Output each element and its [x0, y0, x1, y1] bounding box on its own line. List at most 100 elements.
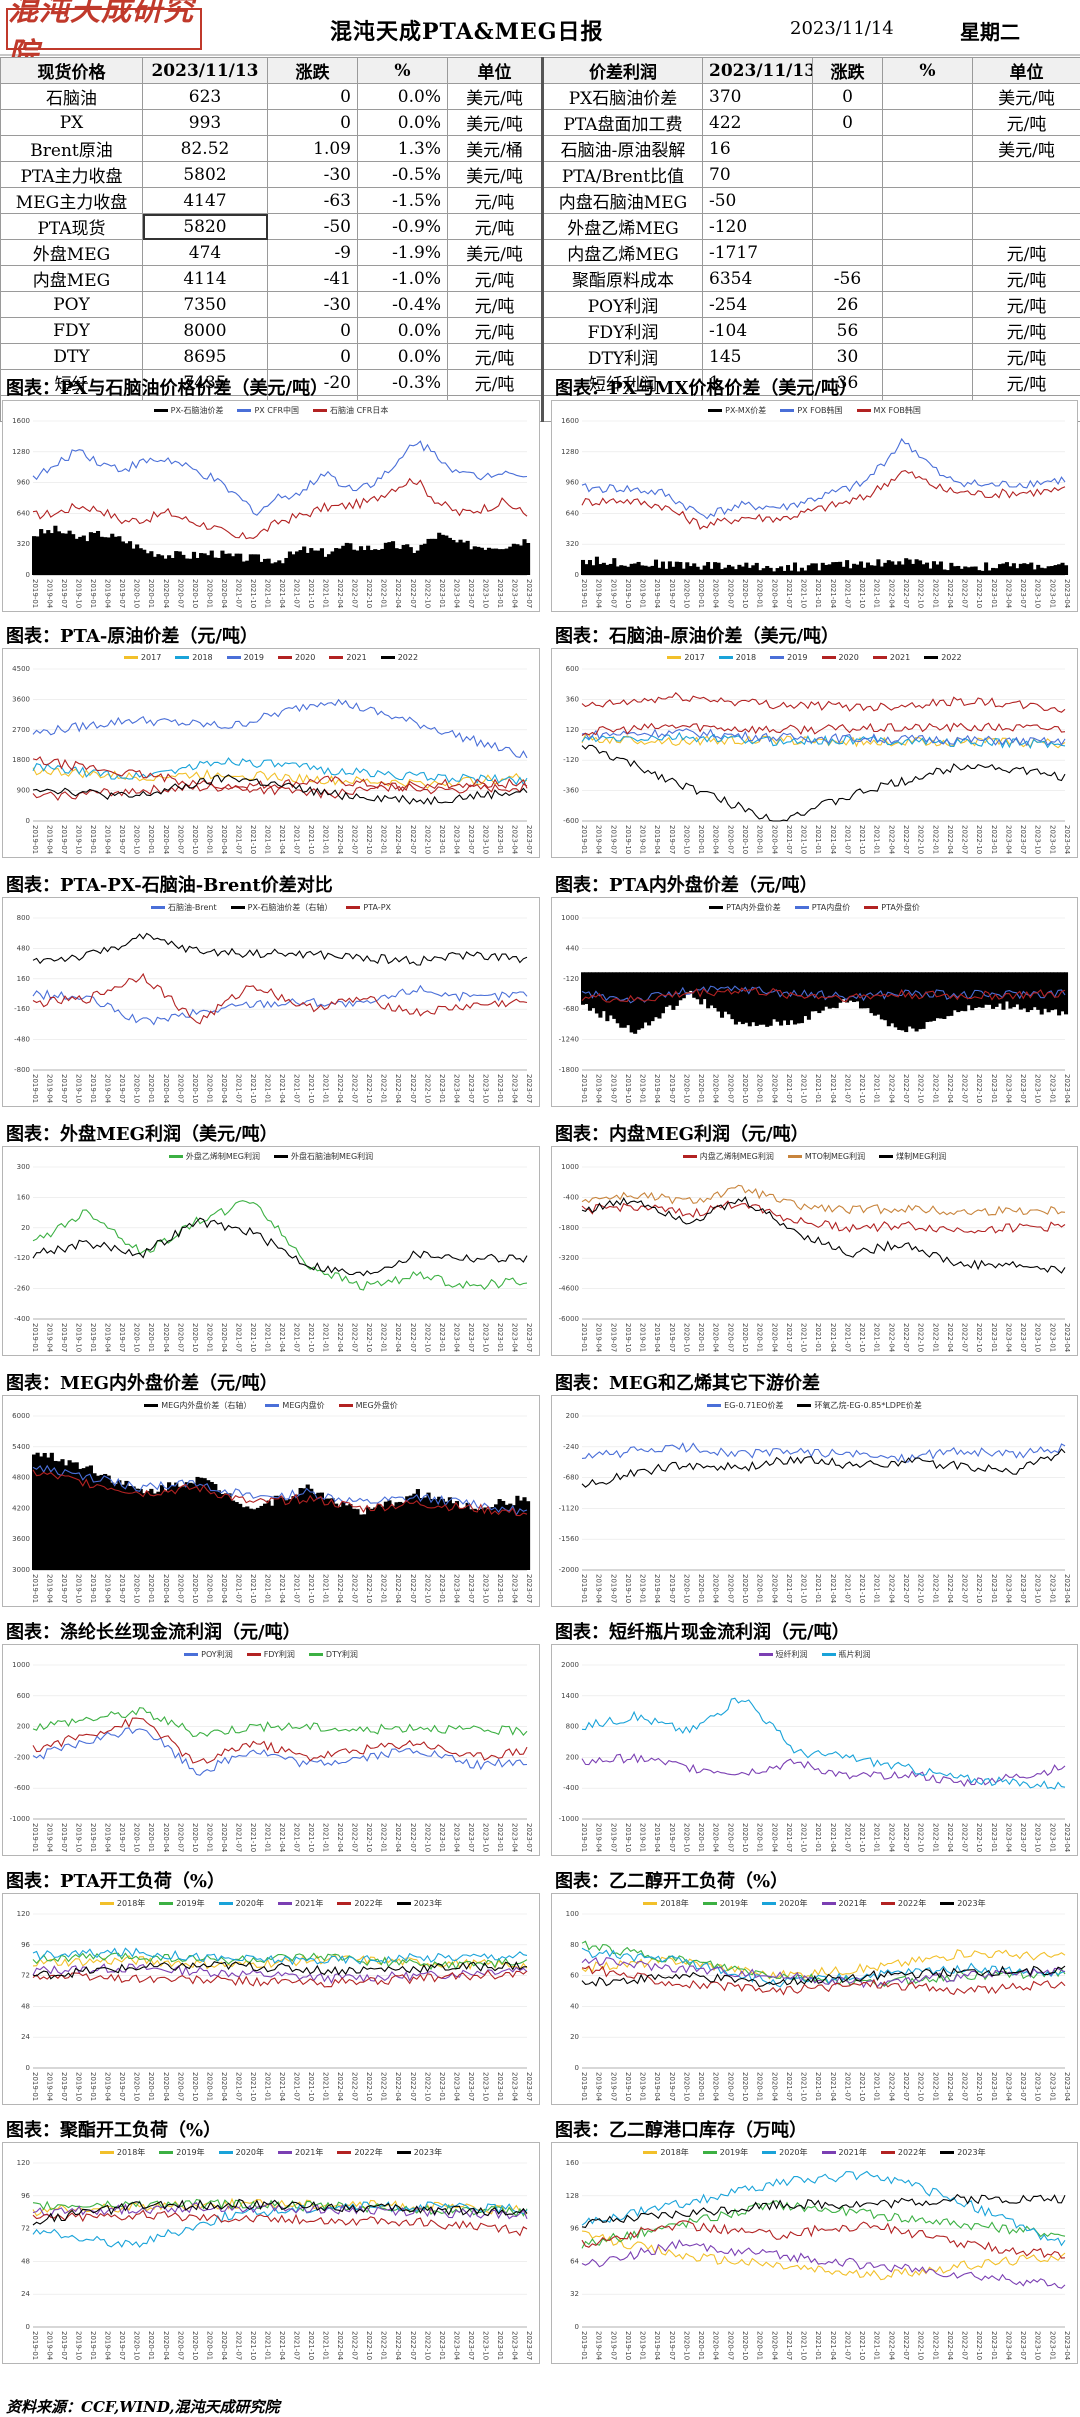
x-tick-label: 2022-04 — [887, 1823, 895, 1853]
x-tick-label: 2023-01 — [1048, 1323, 1056, 1352]
bar-mark — [99, 536, 104, 575]
x-tick-label: 2020-04 — [770, 1323, 778, 1353]
bar-mark — [584, 972, 589, 1005]
report-date: 2023/11/14 — [790, 18, 894, 39]
bar-mark — [85, 541, 90, 575]
x-tick-label: 2020-01 — [756, 1823, 764, 1852]
table-cell: 美元/吨 — [447, 239, 543, 266]
bar-mark — [437, 1496, 442, 1570]
chart-panel: 石脑油-Brent PX-石脑油价差（右轴） PTA-PX -800 -480 -160 1… — [2, 897, 540, 1107]
x-tick-label: 2023-07 — [1019, 1823, 1027, 1852]
table-cell: -104 — [702, 317, 813, 344]
legend-swatch — [702, 1902, 717, 1905]
x-tick-label: 2023-07 — [525, 1323, 533, 1352]
header-cell: 单位 — [447, 57, 543, 84]
bar-mark — [60, 533, 65, 575]
bar-mark — [692, 972, 697, 998]
bar-mark — [422, 543, 428, 575]
x-tick-label: 2020-10 — [133, 1574, 141, 1603]
x-tick-label: 2021-10 — [800, 1323, 808, 1352]
y-tick-label: 0 — [26, 2323, 30, 2331]
legend-label: 2018 — [735, 653, 757, 662]
x-tick-label: 2020-01 — [756, 825, 764, 854]
bar-mark — [110, 533, 115, 575]
x-tick-label: 2021-01 — [814, 2072, 822, 2101]
bar-mark — [758, 972, 763, 1025]
bar-mark — [845, 560, 850, 575]
bar-mark — [305, 552, 310, 575]
table-cell: 8695 — [142, 343, 268, 370]
legend-item: PTA内盘价 — [794, 902, 851, 913]
bar-mark — [671, 566, 676, 575]
bar-mark — [897, 561, 902, 575]
bar-mark — [1060, 562, 1065, 575]
table-cell: 美元/吨 — [972, 135, 1080, 162]
table-cell: -0.5% — [357, 161, 448, 188]
legend-label: 外盘石脑油制MEG利润 — [291, 1152, 374, 1161]
bar-mark — [803, 972, 808, 1017]
legend-label: PTA-PX — [363, 903, 391, 912]
bar-mark — [660, 972, 665, 1014]
x-tick-label: 2020-10 — [191, 2331, 199, 2360]
bar-mark — [942, 569, 947, 575]
x-tick-label: 2022-10 — [423, 2072, 431, 2101]
bar-mark — [127, 1486, 133, 1570]
bar-mark — [412, 1493, 417, 1570]
series-line — [581, 1442, 1066, 1464]
table-cell: PTA/Brent比值 — [541, 161, 703, 188]
x-tick-label: 2023-04 — [1063, 579, 1071, 609]
table-cell: 422 — [702, 109, 813, 136]
x-tick-label: 2023-10 — [481, 1323, 489, 1352]
x-tick-label: 2021-07 — [293, 579, 301, 608]
x-tick-label: 2020-04 — [162, 825, 170, 855]
x-tick-label: 2021-10 — [249, 1574, 257, 1603]
x-tick-label: 2023-10 — [1034, 1323, 1042, 1352]
bar-mark — [231, 556, 236, 575]
legend-item: MEG内外盘价差（右轴） — [144, 1400, 251, 1411]
x-tick-label: 2023-04 — [1063, 1074, 1071, 1104]
x-tick-label: 2020-04 — [162, 579, 170, 609]
x-tick-label: 2022-04 — [946, 2072, 954, 2102]
bar-mark — [605, 564, 610, 575]
table-row: 内盘MEG 4114 -41 -1.0% 元/吨 聚酯原料成本 6354 -56 元/吨 — [0, 265, 1080, 292]
bar-mark — [145, 1491, 150, 1570]
y-tick-label: 60 — [570, 1972, 579, 1980]
x-tick-label: 2022-10 — [423, 579, 431, 608]
bar-mark — [323, 1498, 328, 1570]
x-tick-label: 2023-01 — [438, 1823, 446, 1852]
x-tick-label: 2021-10 — [800, 2331, 808, 2360]
bar-mark — [174, 551, 179, 575]
x-tick-label: 2021-07 — [293, 1823, 301, 1852]
bar-mark — [911, 972, 916, 1029]
bar-mark — [779, 972, 784, 1026]
bar-mark — [181, 1486, 186, 1570]
x-tick-label: 2023-10 — [1034, 1574, 1042, 1603]
table-cell — [812, 161, 883, 188]
legend-label: PTA内盘价 — [811, 903, 851, 912]
legend-label: PX FOB韩国 — [797, 406, 843, 415]
x-tick-label: 2019-04 — [595, 1323, 603, 1353]
bar-mark — [390, 541, 396, 575]
legend-label: 环氧乙烷-EG-0.85*LDPE价差 — [814, 1401, 922, 1410]
x-tick-label: 2022-10 — [423, 1574, 431, 1603]
x-tick-label: 2022-01 — [931, 2072, 939, 2101]
x-tick-label: 2023-04 — [452, 2331, 460, 2361]
x-tick-label: 2019-01 — [639, 1823, 647, 1852]
bar-mark — [858, 561, 864, 575]
bar-mark — [813, 972, 818, 1012]
bar-mark — [138, 548, 143, 575]
chart-title: 图表：乙二醇港口库存（万吨） — [555, 2120, 807, 2141]
legend-label: DTY利润 — [325, 1650, 358, 1659]
bar-mark — [241, 1507, 246, 1570]
x-tick-label: 2023-10 — [481, 2072, 489, 2101]
legend-item: PX-石脑油价差 — [153, 405, 223, 416]
x-tick-label: 2021-10 — [249, 1823, 257, 1852]
x-tick-label: 2023-07 — [467, 1574, 475, 1603]
x-tick-label: 2022-10 — [975, 825, 983, 854]
bar-mark — [508, 1503, 513, 1570]
x-tick-label: 2022-04 — [887, 2331, 895, 2361]
bar-mark — [88, 1465, 93, 1570]
x-tick-label: 2020-01 — [205, 2072, 213, 2101]
table-row: PTA主力收盘 5802 -30 -0.5% 美元/吨 PTA/Brent比值 70 — [0, 161, 1080, 188]
